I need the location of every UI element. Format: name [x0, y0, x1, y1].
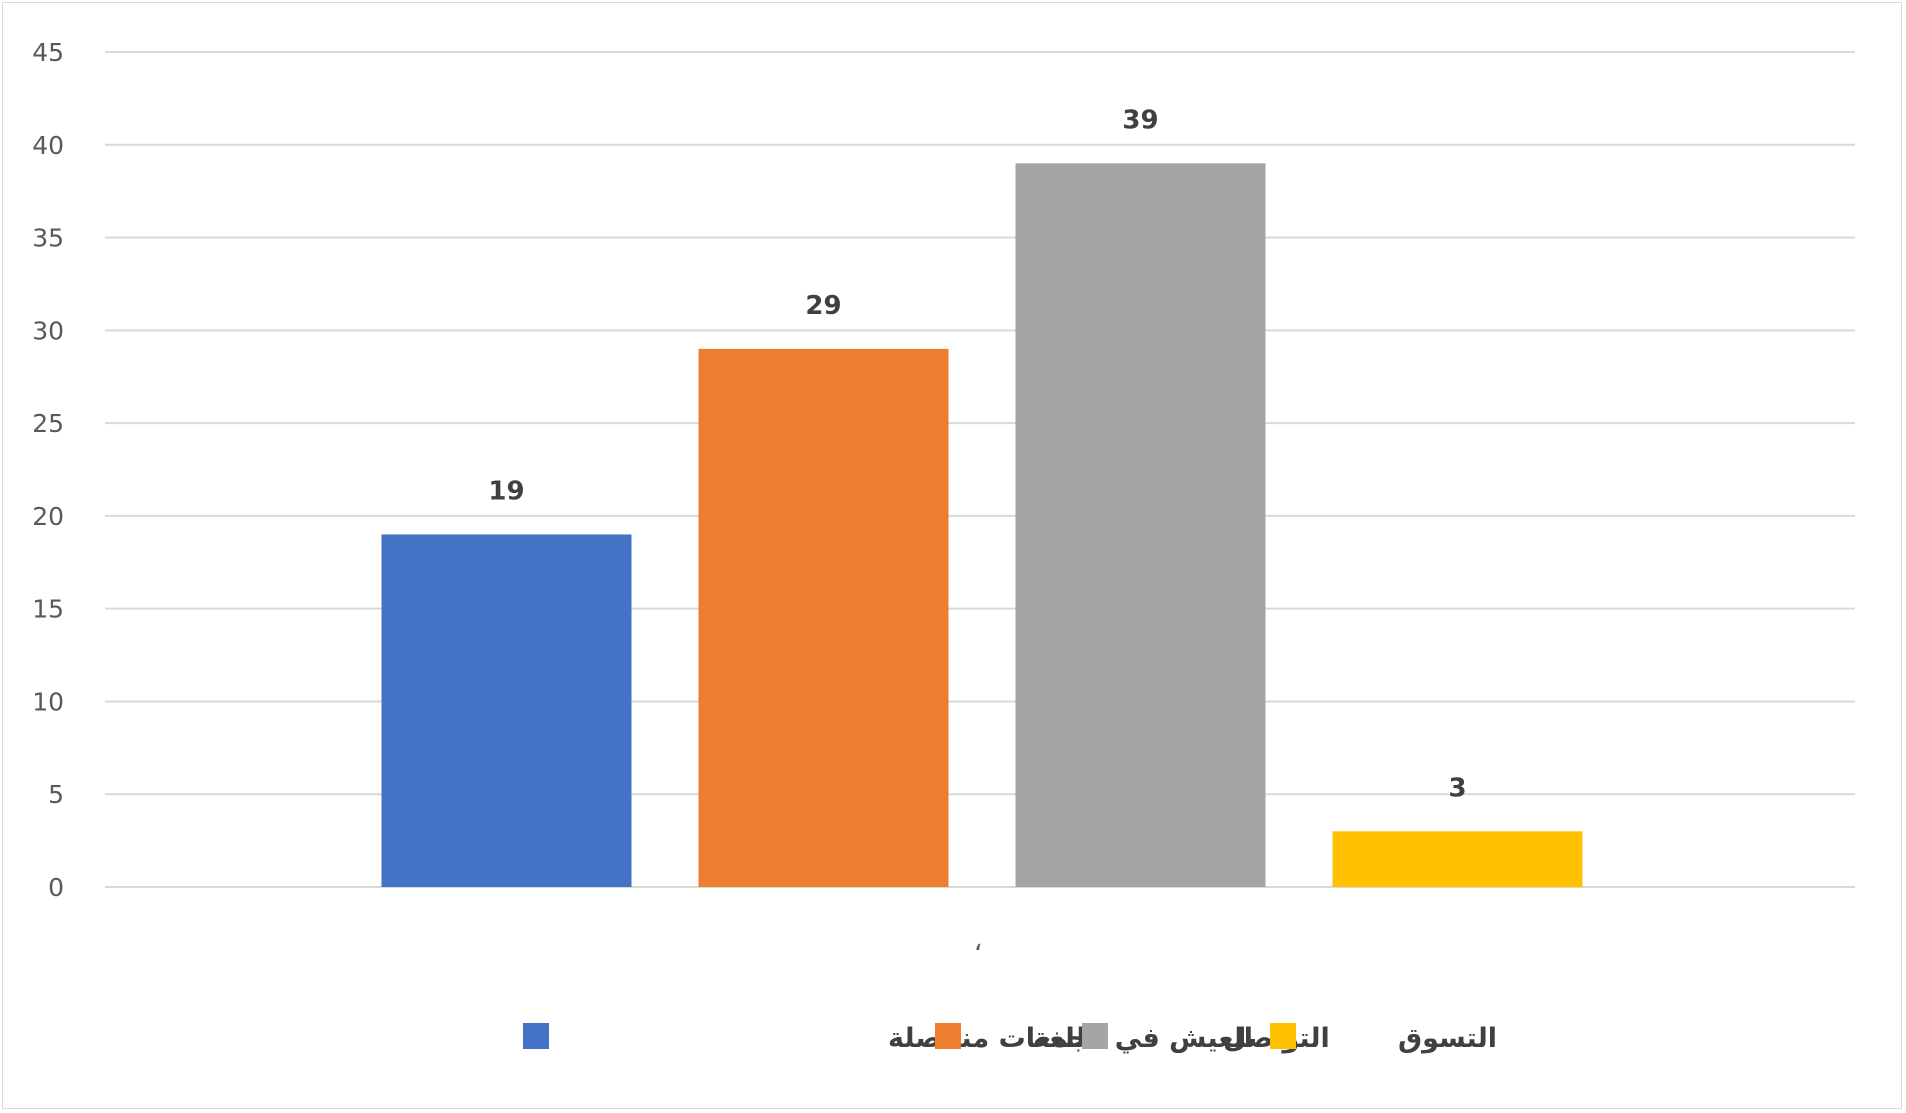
gridlines [105, 51, 1855, 888]
y-tick-label: 15 [32, 595, 64, 624]
y-tick-label: 25 [32, 409, 64, 438]
y-tick-label: 10 [32, 687, 64, 716]
y-tick-label: 5 [48, 780, 64, 809]
legend-swatch [523, 1023, 549, 1049]
bar [698, 348, 949, 887]
legend-item: العيش في مجمعات منفصلة [523, 1023, 1253, 1054]
y-tick-label: 20 [32, 502, 64, 531]
legend-item: التسوق [1270, 1023, 1497, 1054]
y-tick-label: 30 [32, 316, 64, 345]
data-labels: 19 29 39 3 [488, 105, 1466, 803]
data-label: 29 [805, 291, 841, 321]
y-axis-tick-labels: 0 5 10 15 20 25 30 35 40 45 [32, 38, 64, 902]
legend: العيش في مجمعات منفصلةاللغةالتواصلالتسوق [523, 1023, 1497, 1054]
y-tick-label: 35 [32, 224, 64, 253]
bars [381, 163, 1583, 888]
y-tick-label: 45 [32, 38, 64, 67]
x-category-label: ، [974, 927, 982, 957]
legend-swatch [1270, 1023, 1296, 1049]
legend-swatch [1082, 1023, 1108, 1049]
y-tick-label: 0 [48, 873, 64, 902]
bar [381, 534, 632, 887]
data-label: 39 [1122, 105, 1158, 135]
bar [1015, 163, 1266, 888]
data-label: 19 [488, 476, 524, 506]
legend-label: التسوق [1398, 1023, 1497, 1054]
legend-swatch [935, 1023, 961, 1049]
bar [1332, 831, 1583, 887]
data-label: 3 [1448, 773, 1466, 803]
y-tick-label: 40 [32, 131, 64, 160]
